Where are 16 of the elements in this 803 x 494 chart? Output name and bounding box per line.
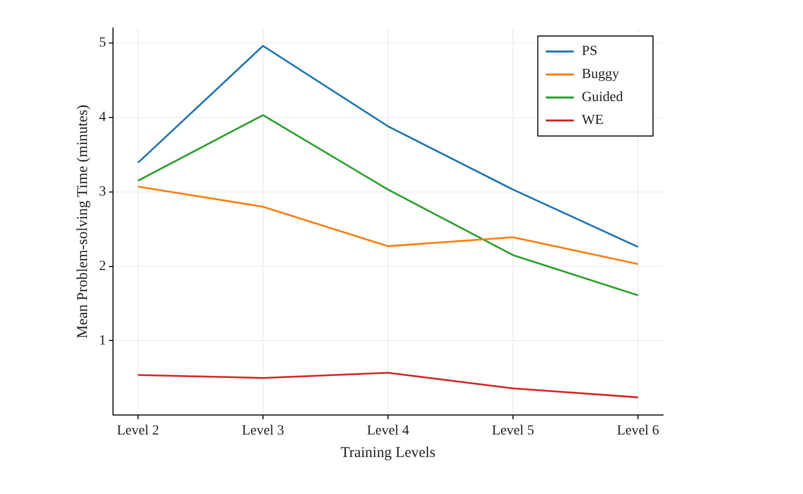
x-tick-label: Level 5 <box>492 423 534 438</box>
x-tick-label: Level 2 <box>116 423 160 438</box>
x-tick-label: Level 4 <box>366 423 410 438</box>
legend-label: Buggy <box>582 67 620 82</box>
x-tick-label: Level 6 <box>616 423 660 438</box>
y-tick-label: 1 <box>99 333 106 348</box>
x-axis-title: Training Levels <box>340 444 436 461</box>
legend-label: WE <box>582 113 604 128</box>
y-tick-label: 5 <box>99 36 106 51</box>
y-tick-label: 4 <box>99 110 106 126</box>
y-tick-label: 2 <box>99 258 106 274</box>
legend-label: PS <box>582 44 598 60</box>
legend-label: Guided <box>582 90 624 106</box>
y-axis-title: Mean Problem-solving Time (minutes) <box>74 104 91 338</box>
x-tick-label: Level 3 <box>242 423 284 438</box>
y-tick-label: 3 <box>99 184 106 200</box>
